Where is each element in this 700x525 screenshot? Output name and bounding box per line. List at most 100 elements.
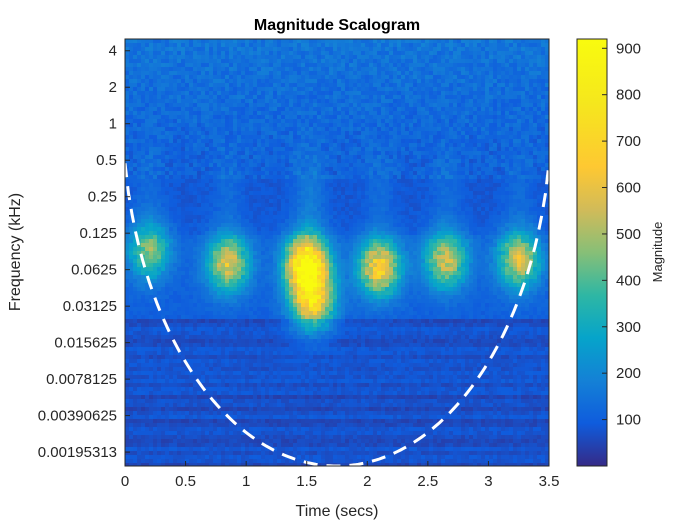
heatmap-cell [461,115,466,120]
heatmap-cell [169,211,174,216]
heatmap-cell [469,155,474,160]
heatmap-cell [413,143,418,148]
heatmap-cell [301,211,306,216]
heatmap-cell [469,67,474,72]
heatmap-cell [193,87,198,92]
heatmap-cell [545,87,549,92]
heatmap-cell [201,43,206,48]
heatmap-cell [545,207,549,212]
heatmap-cell [437,195,442,200]
heatmap-cell [521,55,526,60]
heatmap-cell [377,143,382,148]
heatmap-cell [269,163,274,168]
heatmap-cell [537,111,542,116]
heatmap-cell [397,151,402,156]
heatmap-cell [329,71,334,76]
heatmap-cell [533,79,538,84]
heatmap-cell [141,51,146,56]
heatmap-cell [529,223,534,228]
heatmap-cell [261,99,266,104]
heatmap-cell [213,115,218,120]
heatmap-cell [317,167,322,172]
heatmap-cell [489,195,494,200]
heatmap-cell [129,63,134,68]
heatmap-cell [405,131,410,136]
heatmap-cell [365,71,370,76]
heatmap-cell [409,59,414,64]
heatmap-cell [509,223,514,228]
heatmap-cell [409,87,414,92]
heatmap-cell [377,155,382,160]
heatmap-cell [293,139,298,144]
heatmap-cell [425,111,430,116]
heatmap-cell [137,227,142,232]
heatmap-cell [361,179,366,184]
heatmap-cell [485,71,490,76]
heatmap-cell [401,107,406,112]
heatmap-cell [189,103,194,108]
heatmap-cell [537,119,542,124]
heatmap-cell [217,203,222,208]
heatmap-cell [501,59,506,64]
heatmap-cell [389,223,394,228]
heatmap-cell [533,211,538,216]
heatmap-cell [533,155,538,160]
heatmap-cell [501,155,506,160]
heatmap-cell [161,199,166,204]
heatmap-cell [205,203,210,208]
heatmap-cell [317,139,322,144]
heatmap-cell [417,151,422,156]
heatmap-cell [329,151,334,156]
heatmap-cell [185,219,190,224]
heatmap-cell [161,107,166,112]
heatmap-cell [489,79,494,84]
heatmap-cell [529,171,534,176]
heatmap-cell [125,199,130,204]
heatmap-cell [221,67,226,72]
heatmap-cell [197,143,202,148]
heatmap-cell [197,95,202,100]
heatmap-cell [141,107,146,112]
heatmap-cell [181,195,186,200]
heatmap-cell [189,59,194,64]
heatmap-cell [485,51,490,56]
heatmap-cell [461,147,466,152]
heatmap-cell [273,119,278,124]
heatmap-cell [485,187,490,192]
heatmap-cell [469,111,474,116]
heatmap-cell [245,55,250,60]
heatmap-cell [269,199,274,204]
heatmap-cell [377,179,382,184]
heatmap-cell [173,191,178,196]
heatmap-cell [473,191,478,196]
heatmap-cell [329,143,334,148]
heatmap-cell [521,159,526,164]
heatmap-cell [209,83,214,88]
heatmap-cell [517,195,522,200]
heatmap-cell [309,99,314,104]
heatmap-cell [345,87,350,92]
heatmap-cell [149,131,154,136]
heatmap-cell [265,71,270,76]
heatmap-cell [305,47,310,52]
heatmap-cell [253,107,258,112]
heatmap-cell [237,147,242,152]
heatmap-cell [517,203,522,208]
heatmap-cell [409,63,414,68]
heatmap-cell [385,75,390,80]
heatmap-cell [377,59,382,64]
heatmap-cell [521,107,526,112]
heatmap-cell [289,115,294,120]
heatmap-cell [333,75,338,80]
heatmap-cell [341,171,346,176]
heatmap-cell [129,55,134,60]
heatmap-cell [189,207,194,212]
heatmap-cell [173,151,178,156]
heatmap-cell [309,55,314,60]
heatmap-cell [237,43,242,48]
heatmap-cell [133,159,138,164]
heatmap-cell [497,191,502,196]
heatmap-cell [361,211,366,216]
heatmap-cell [401,175,406,180]
heatmap-cell [177,91,182,96]
